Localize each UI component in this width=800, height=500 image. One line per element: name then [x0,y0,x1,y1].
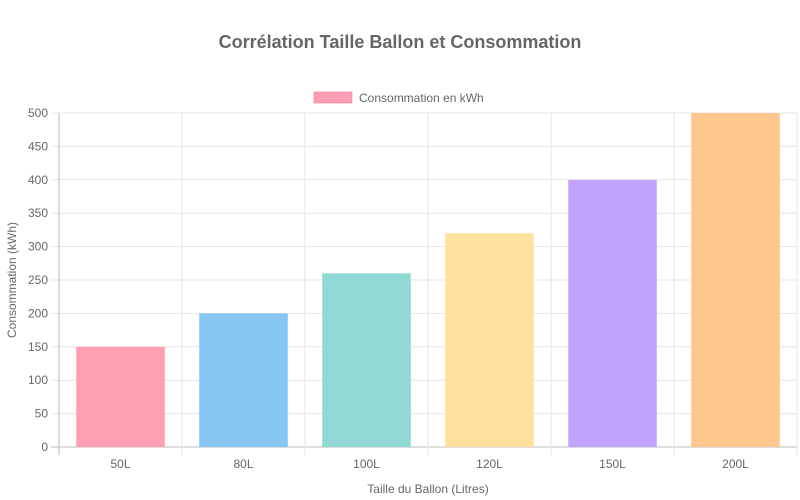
y-tick-label: 100 [28,373,48,387]
x-axis-ticks: 50L 80L 100L 120L 150L 200L [110,457,749,471]
y-tick-label: 350 [28,206,48,220]
y-axis-label: Consommation (kWh) [5,222,19,338]
y-tick-label: 150 [28,340,48,354]
bar-120L[interactable] [445,233,534,447]
legend-label[interactable]: Consommation en kWh [359,91,484,105]
y-tick-label: 250 [28,273,48,287]
y-tick-label: 50 [35,407,49,421]
gridlines [51,112,798,455]
bar-80L[interactable] [199,313,288,447]
bar-200L[interactable] [691,113,780,447]
y-tick-label: 400 [28,173,48,187]
y-axis-ticks: 0 50 100 150 200 250 300 350 400 450 500 [28,106,48,454]
bar-50L[interactable] [76,346,165,447]
x-tick-label: 50L [110,457,130,471]
y-tick-label: 0 [41,440,48,454]
x-tick-label: 80L [233,457,253,471]
legend[interactable]: Consommation en kWh [313,91,484,105]
x-tick-label: 120L [476,457,503,471]
chart-title: Corrélation Taille Ballon et Consommatio… [219,32,582,52]
y-tick-label: 300 [28,240,48,254]
y-tick-label: 200 [28,306,48,320]
bar-150L[interactable] [568,179,657,448]
y-tick-label: 450 [28,139,48,153]
bar-100L[interactable] [322,273,411,447]
bars [76,113,780,448]
x-tick-label: 150L [599,457,626,471]
x-tick-label: 200L [722,457,749,471]
x-tick-label: 100L [353,457,380,471]
x-axis-label: Taille du Ballon (Litres) [367,482,488,496]
y-tick-label: 500 [28,106,48,120]
legend-swatch[interactable] [313,91,353,104]
